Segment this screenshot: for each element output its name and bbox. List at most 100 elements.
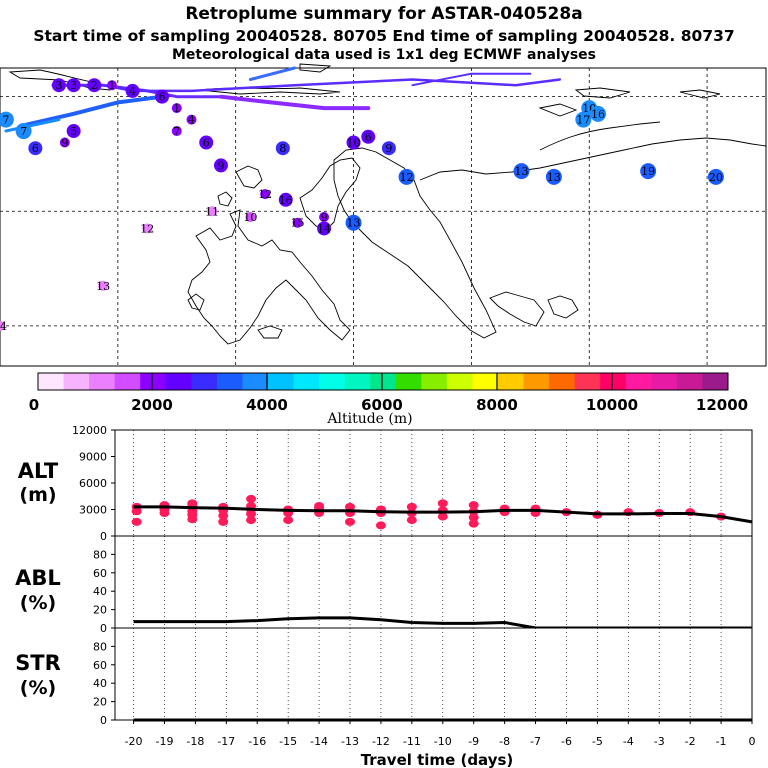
x-tick-label: -10: [434, 735, 452, 748]
site-marker: 20: [707, 168, 724, 185]
site-number: 17: [576, 114, 590, 127]
coastline-shape: [419, 137, 767, 181]
site-number: 16: [279, 194, 293, 207]
colorbar-cell: [625, 373, 652, 390]
plume-track: [219, 94, 371, 111]
site-dot: [275, 141, 290, 156]
sample-dot: [406, 502, 417, 511]
colorbar-cell: [242, 373, 269, 390]
site-number: 14: [317, 222, 331, 235]
site-marker: 4: [186, 114, 197, 127]
site-marker: 17: [575, 111, 592, 128]
x-tick-label: -8: [499, 735, 510, 748]
site-dot: [245, 212, 256, 222]
x-tick-label: -1: [716, 735, 727, 748]
colorbar-label: Altitude (m): [326, 411, 412, 427]
plume-track: [4, 118, 61, 133]
y-tick-label: 12000: [72, 424, 107, 437]
site-dot: [66, 78, 81, 93]
x-tick-label: -5: [592, 735, 603, 748]
x-tick-label: -13: [341, 735, 359, 748]
colorbar-cell: [600, 373, 627, 390]
colorbar-cell: [472, 373, 499, 390]
site-dot: [278, 192, 293, 207]
site-number: 9: [385, 142, 392, 155]
sample-dot: [468, 501, 479, 510]
site-number: 12: [258, 188, 272, 201]
site-marker: 8: [275, 141, 290, 156]
site-dot: [98, 280, 109, 291]
y-tick-label: 60: [93, 659, 107, 672]
sample-dot: [283, 516, 294, 525]
site-number: 7: [2, 114, 9, 127]
site-number: 14: [0, 320, 7, 333]
y-tick-label: 20: [93, 696, 107, 709]
site-number: 9: [61, 137, 68, 150]
sample-dot: [246, 494, 257, 503]
site-dot: [28, 141, 43, 156]
site-dot: [59, 137, 70, 148]
site-marker: 3: [51, 78, 66, 93]
site-dot: [142, 223, 153, 234]
site-marker: 4: [125, 83, 140, 98]
y-tick-label: 0: [100, 714, 107, 727]
colorbar-frame: [37, 372, 729, 391]
panel-frame: [114, 429, 753, 537]
coastline-shape: [187, 209, 351, 345]
panel-frame: [114, 627, 753, 721]
x-tick-label: -2: [685, 735, 696, 748]
colorbar-tick: 4000: [246, 396, 288, 414]
colorbar-cell: [498, 373, 525, 390]
site-number: 1: [173, 102, 180, 115]
plume-track: [411, 72, 532, 87]
str-panel-label-line2: (%): [20, 677, 56, 699]
site-dot: [345, 214, 362, 231]
site-marker: 16: [278, 192, 293, 207]
site-marker: 9: [381, 141, 396, 156]
panel-alt: 0 3000 6000 9000 12000: [72, 424, 753, 543]
site-dot: [51, 78, 66, 93]
sample-dot: [345, 517, 356, 526]
x-tick-label: -11: [403, 735, 421, 748]
colorbar-cell: [523, 373, 550, 390]
site-number: 11: [205, 205, 219, 218]
str-panel-label-line1: STR: [15, 651, 61, 675]
colorbar-tick: 0: [29, 396, 39, 414]
colorbar-cell: [395, 373, 422, 390]
site-marker: 9: [319, 211, 330, 224]
site-number: 12: [140, 222, 154, 235]
site-marker: 13: [545, 168, 562, 185]
plume-track: [21, 94, 164, 128]
site-marker: 11: [205, 205, 219, 218]
site-dot: [513, 163, 530, 180]
site-dot: [545, 168, 562, 185]
colorbar-cell: [702, 373, 729, 390]
y-tick-label: 6000: [79, 477, 107, 490]
x-tick-label: -18: [186, 735, 204, 748]
site-dot: [207, 206, 218, 217]
site-dot: [398, 168, 415, 185]
y-tick-label: 40: [93, 585, 107, 598]
x-tick-label: -12: [372, 735, 390, 748]
site-number: 20: [709, 171, 723, 184]
sample-dot: [375, 521, 386, 530]
colorbar-tick: 8000: [476, 396, 518, 414]
site-dot: [590, 105, 607, 122]
site-number: 13: [547, 171, 561, 184]
site-dot: [319, 212, 330, 222]
sample-dot: [437, 512, 448, 521]
site-number: 10: [243, 211, 257, 224]
alt-panel-label-line1: ALT: [18, 459, 59, 483]
colorbar-cell: [63, 373, 90, 390]
colorbar-tick: 6000: [361, 396, 403, 414]
colorbar-cell: [421, 373, 448, 390]
site-number: 6: [32, 142, 39, 155]
site-number: 13: [96, 280, 110, 293]
colorbar-cell: [574, 373, 601, 390]
sample-dot: [218, 511, 229, 520]
site-marker: 6: [28, 141, 43, 156]
sample-dot: [468, 519, 479, 528]
abl-panel-label-line1: ABL: [15, 566, 61, 590]
coastline-shape: [299, 63, 332, 73]
